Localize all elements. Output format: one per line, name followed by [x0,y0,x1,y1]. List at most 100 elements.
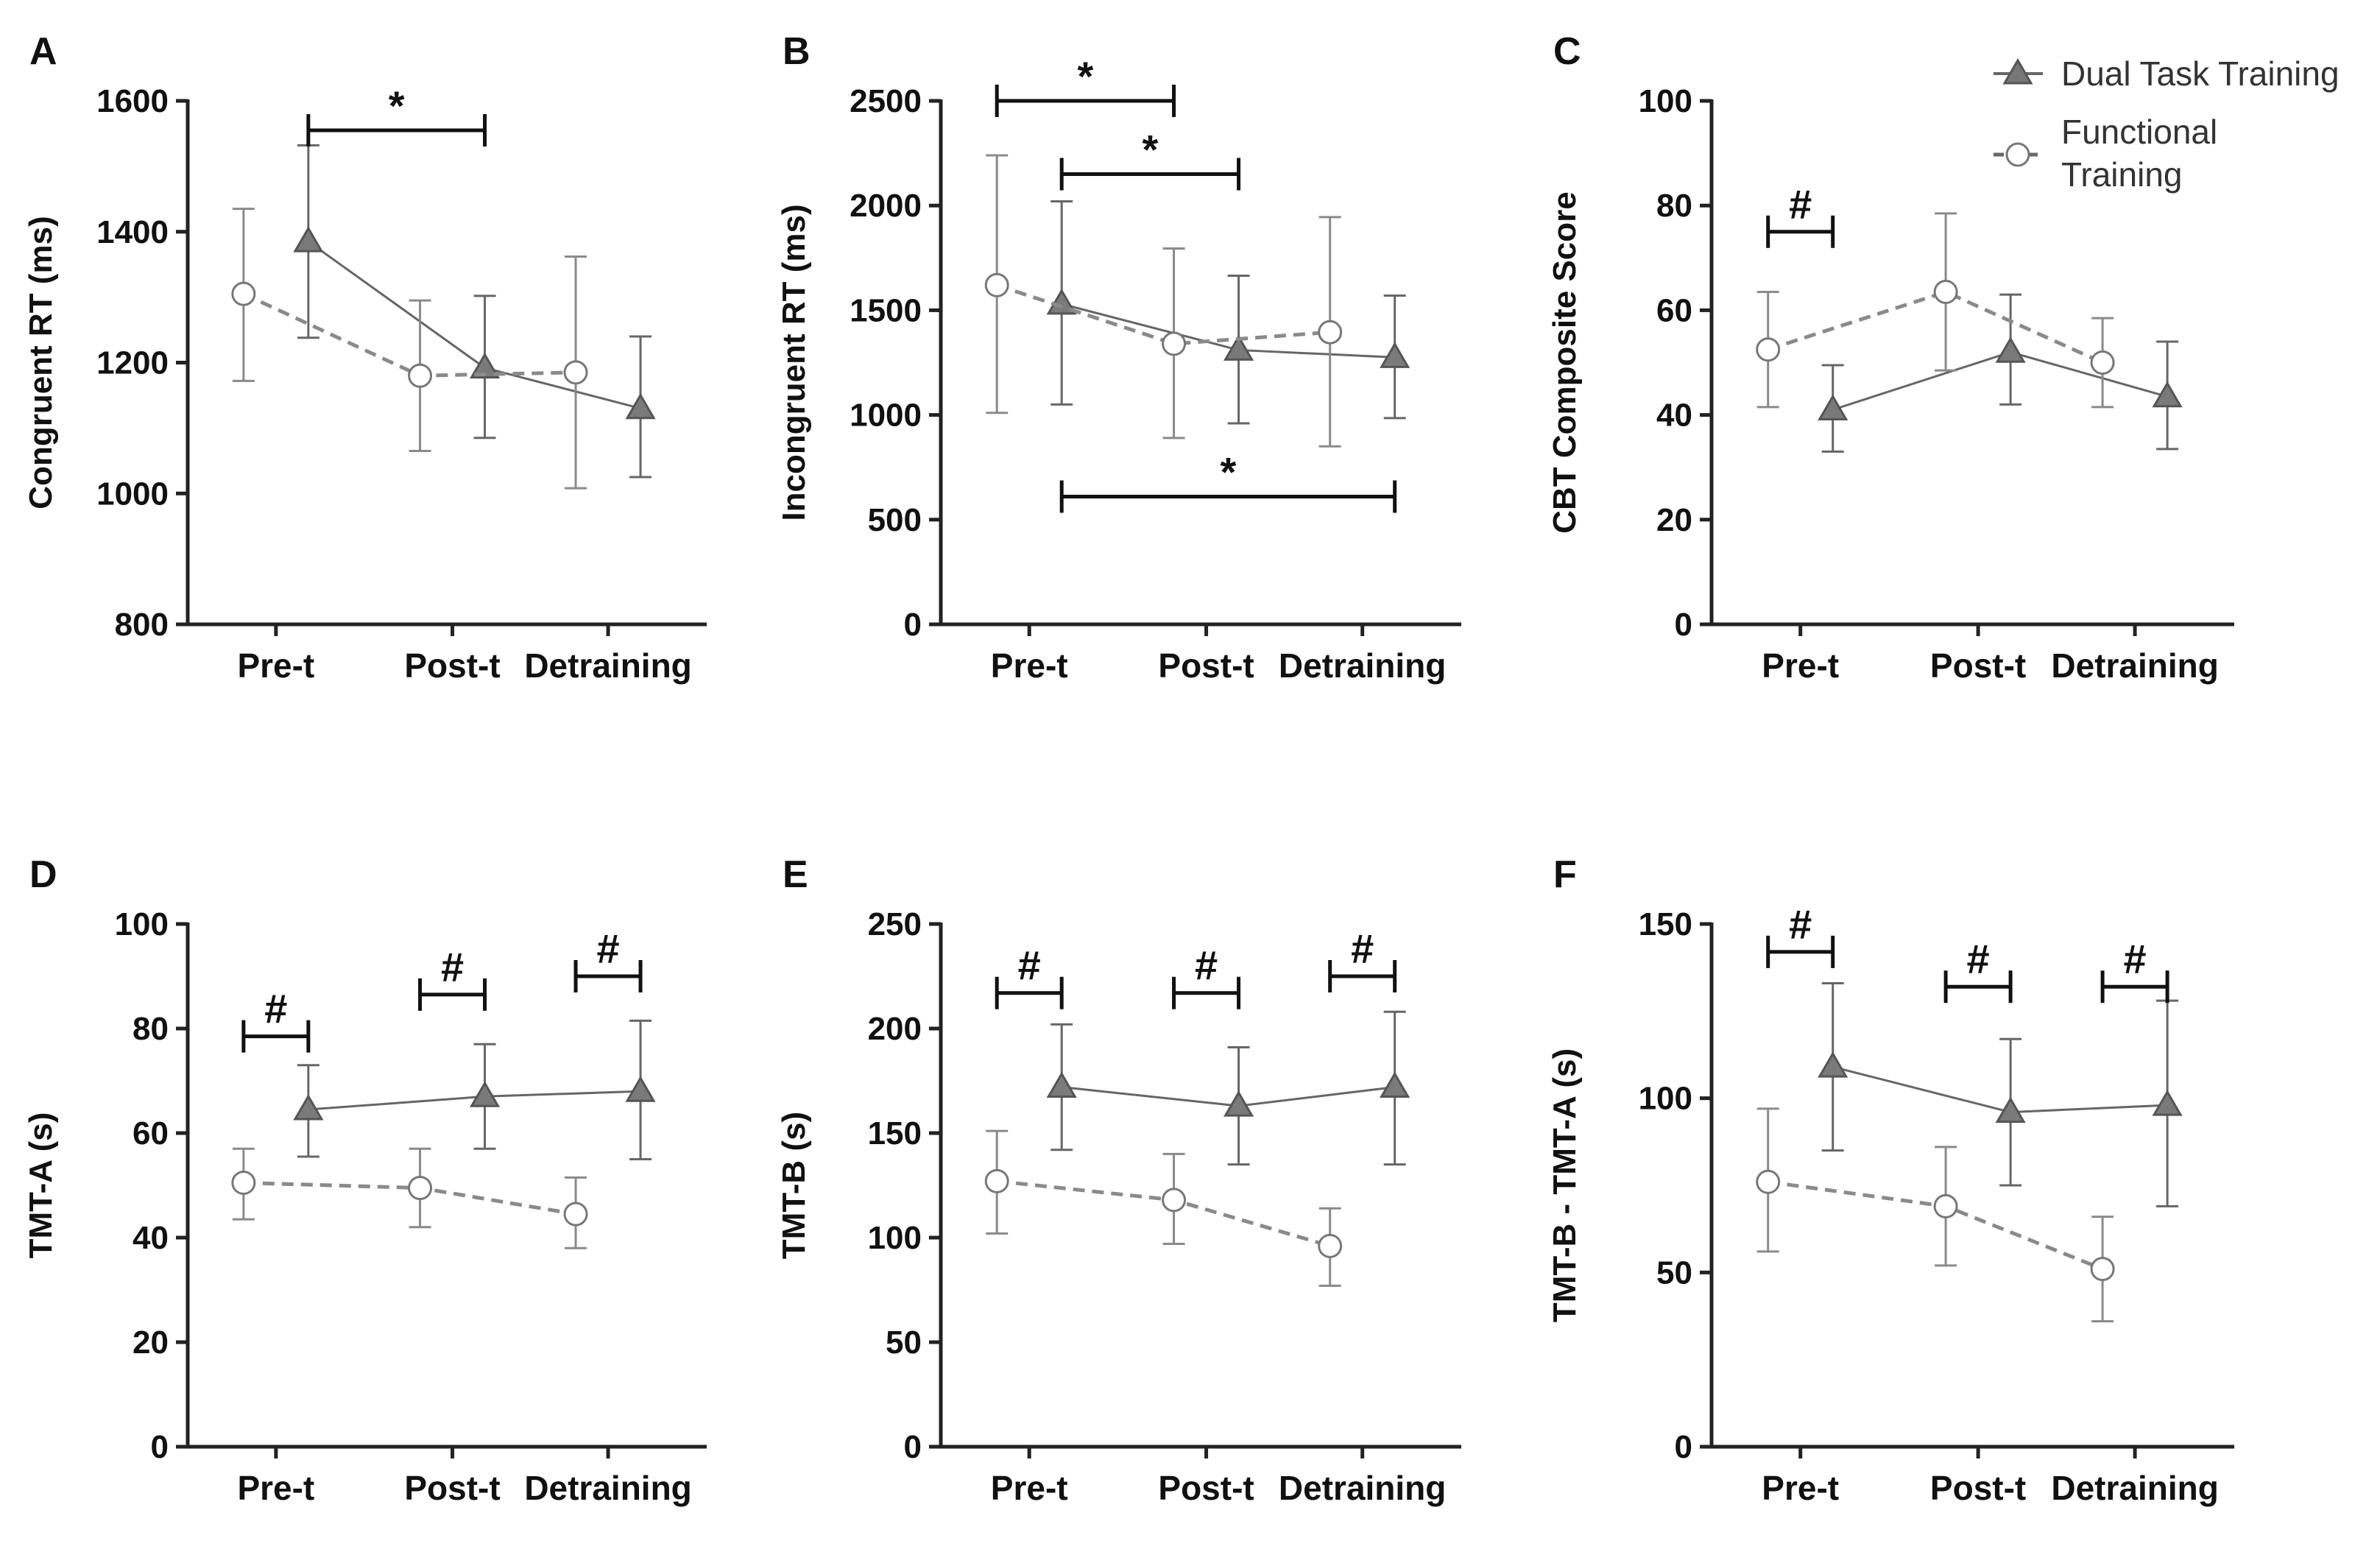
series-line [1767,289,2104,364]
significance-bracket: # [1766,901,1835,968]
legend-dual-label: Dual Task Training [2061,54,2340,93]
data-point-circle [984,272,1009,297]
x-tick-label: Pre-t [237,646,314,685]
data-point-triangle [469,352,501,379]
significance-mark: * [1221,449,1237,495]
panel-b: B 0 500 1000 1500 2000 2500 Pre-t Post-t Detraini… [776,30,1461,685]
y-tick-label: 100 [868,1220,922,1256]
series-line [1061,303,1395,359]
x-tick-label: Detraining [2051,1469,2218,1507]
significance-bracket: * [1059,127,1241,191]
data-point-triangle [469,1081,501,1107]
y-tick-label: 2000 [850,188,922,224]
y-tick-label: 800 [115,607,169,643]
y-tick-label: 2500 [850,83,922,119]
data-point-circle [2090,1257,2115,1282]
data-point-triangle [293,1094,324,1121]
panel-c: C 0 20 40 60 80 100 Pre-t Post-t Detraining CBT Co… [1547,30,2234,685]
data-point-triangle [1818,394,1848,420]
significance-mark: # [1018,942,1041,989]
data-point-circle [1318,1233,1343,1258]
significance-bracket: * [995,53,1176,117]
data-point-circle [563,1202,588,1227]
data-point-circle [1933,280,1958,305]
y-axis-title: TMT-B (s) [776,1112,812,1259]
series-functional [984,154,1343,448]
y-tick-label: 1200 [96,345,169,381]
panel-letter: C [1553,30,1581,73]
data-point-triangle [1380,342,1410,368]
data-point-circle [984,1168,1009,1193]
x-tick-label: Pre-t [237,1469,314,1507]
y-tick-label: 20 [133,1325,169,1361]
x-tick-label: Post-t [404,1469,500,1507]
significance-bracket: # [2100,936,2169,1003]
series-line [307,240,641,410]
series-line [1062,1086,1395,1107]
x-tick-label: Pre-t [991,646,1068,685]
significance-mark: * [1142,127,1158,173]
y-tick-label: 60 [1656,292,1692,328]
x-tick-label: Post-t [1930,1469,2026,1507]
significance-mark: # [264,986,287,1032]
significance-mark: # [1789,901,1812,948]
y-tick-label: 1600 [96,83,169,119]
panel-d: D 0 20 40 60 80 100 Pre-t Post-t Detraining TMT-A … [23,853,707,1507]
x-tick-label: Detraining [524,646,691,685]
x-tick-label: Post-t [1158,646,1254,685]
y-tick-label: 0 [904,607,922,643]
legend-triangle-icon [2002,58,2033,85]
y-tick-label: 20 [1656,502,1692,538]
y-tick-label: 1000 [96,476,169,512]
series-line [1832,1065,2168,1114]
panel-letter: F [1553,853,1577,896]
significance-mark: * [389,82,405,129]
y-tick-label: 60 [133,1115,169,1151]
data-point-triangle [2152,381,2183,408]
significance-bracket: # [1766,181,1835,248]
data-point-triangle [1223,334,1254,361]
y-tick-label: 1400 [96,214,169,250]
data-point-circle [563,360,588,385]
panel-a: A 800 1000 1200 1400 1600 Pre-t Post-t Detrainin… [23,30,707,685]
x-tick-label: Post-t [1158,1469,1254,1507]
series-line [996,1179,1331,1248]
x-tick-label: Pre-t [1762,1469,1839,1507]
y-tick-label: 80 [133,1011,169,1047]
significance-bracket: # [573,925,643,992]
y-tick-label: 1500 [850,292,922,328]
series-dual [1818,981,2183,1207]
y-tick-label: 250 [868,906,922,942]
significance-bracket: # [1943,936,2013,1003]
y-axis-title: CBT Composite Score [1547,191,1583,534]
y-axis-title: TMT-B - TMT-A (s) [1547,1048,1583,1322]
series-dual [293,1019,656,1160]
significance-bracket: * [306,82,487,147]
x-tick-label: Detraining [1279,646,1446,685]
y-tick-label: 500 [868,502,922,538]
y-axis-title: Congruent RT (ms) [23,216,59,509]
significance-mark: * [1077,53,1093,99]
y-tick-label: 0 [1675,1429,1692,1465]
series-dual [1046,1010,1410,1166]
data-point-triangle [293,226,324,253]
y-tick-label: 50 [1656,1255,1692,1291]
y-tick-label: 40 [133,1220,169,1256]
y-tick-label: 0 [904,1429,922,1465]
data-point-triangle [1818,1051,1848,1078]
panel-letter: A [29,30,57,73]
data-point-circle [231,1170,256,1195]
x-tick-label: Pre-t [991,1469,1068,1507]
y-tick-label: 40 [1656,398,1692,434]
data-point-circle [1933,1193,1958,1218]
data-point-circle [1162,331,1187,356]
data-point-triangle [1223,1090,1254,1117]
series-functional [1756,1107,2115,1323]
series-line [242,292,576,378]
panel-f: F 0 50 100 150 Pre-t Post-t Detraining TMT-B - T… [1547,853,2234,1507]
significance-bracket: # [1328,925,1397,992]
series-line [996,283,1330,346]
x-tick-label: Detraining [1279,1469,1446,1507]
